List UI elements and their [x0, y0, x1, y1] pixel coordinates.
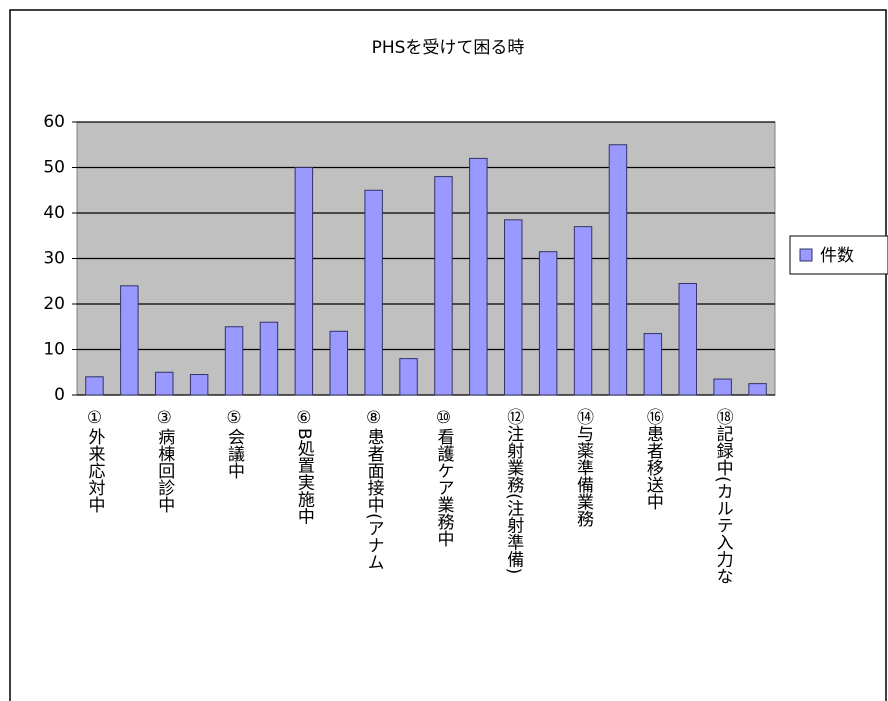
chart-title: PHSを受けて困る時 — [372, 38, 525, 58]
x-tick-label: ①外来応対中 — [84, 408, 105, 513]
bar — [189, 374, 209, 396]
bar — [713, 378, 732, 396]
bar — [504, 219, 523, 396]
bar — [643, 333, 663, 396]
bar — [329, 330, 348, 396]
bar — [748, 383, 767, 396]
y-tick-label: 0 — [54, 385, 65, 405]
x-tick-label: ⑯患者移送中 — [643, 408, 664, 510]
bar — [85, 376, 104, 396]
bar — [259, 321, 279, 396]
x-tick-label: ③病棟回診中 — [154, 408, 175, 513]
y-tick-label: 40 — [43, 203, 65, 223]
legend-swatch — [799, 248, 813, 262]
legend-label: 件数 — [820, 246, 854, 266]
bar — [364, 189, 383, 396]
bar — [434, 176, 453, 396]
bar — [399, 358, 418, 396]
x-tick-label: ⑭与薬準備業務 — [573, 408, 594, 528]
x-tick-label: ⑤会議中 — [224, 408, 245, 479]
bar — [120, 285, 139, 396]
y-tick-label: 20 — [43, 294, 65, 314]
bar — [678, 283, 697, 396]
bar — [573, 226, 593, 396]
x-tick-label: ⑱記録中(カルテ入力な — [713, 408, 734, 585]
x-tick-label: ⑥B処置実施中 — [294, 408, 315, 525]
bar — [294, 167, 314, 396]
bar — [608, 144, 628, 396]
bar — [155, 371, 174, 396]
y-tick-label: 50 — [43, 158, 65, 178]
bar — [469, 157, 488, 396]
x-tick-label: ⑫注射業務(注射準備) — [503, 408, 524, 574]
bar — [224, 326, 244, 396]
bar — [538, 251, 558, 396]
y-tick-label: 30 — [43, 249, 65, 269]
x-tick-label: ⑩看護ケア業務中 — [433, 408, 454, 547]
x-tick-label: ⑧患者面接中(アナム — [364, 408, 385, 571]
y-tick-label: 60 — [43, 112, 65, 132]
y-tick-label: 10 — [43, 340, 65, 360]
